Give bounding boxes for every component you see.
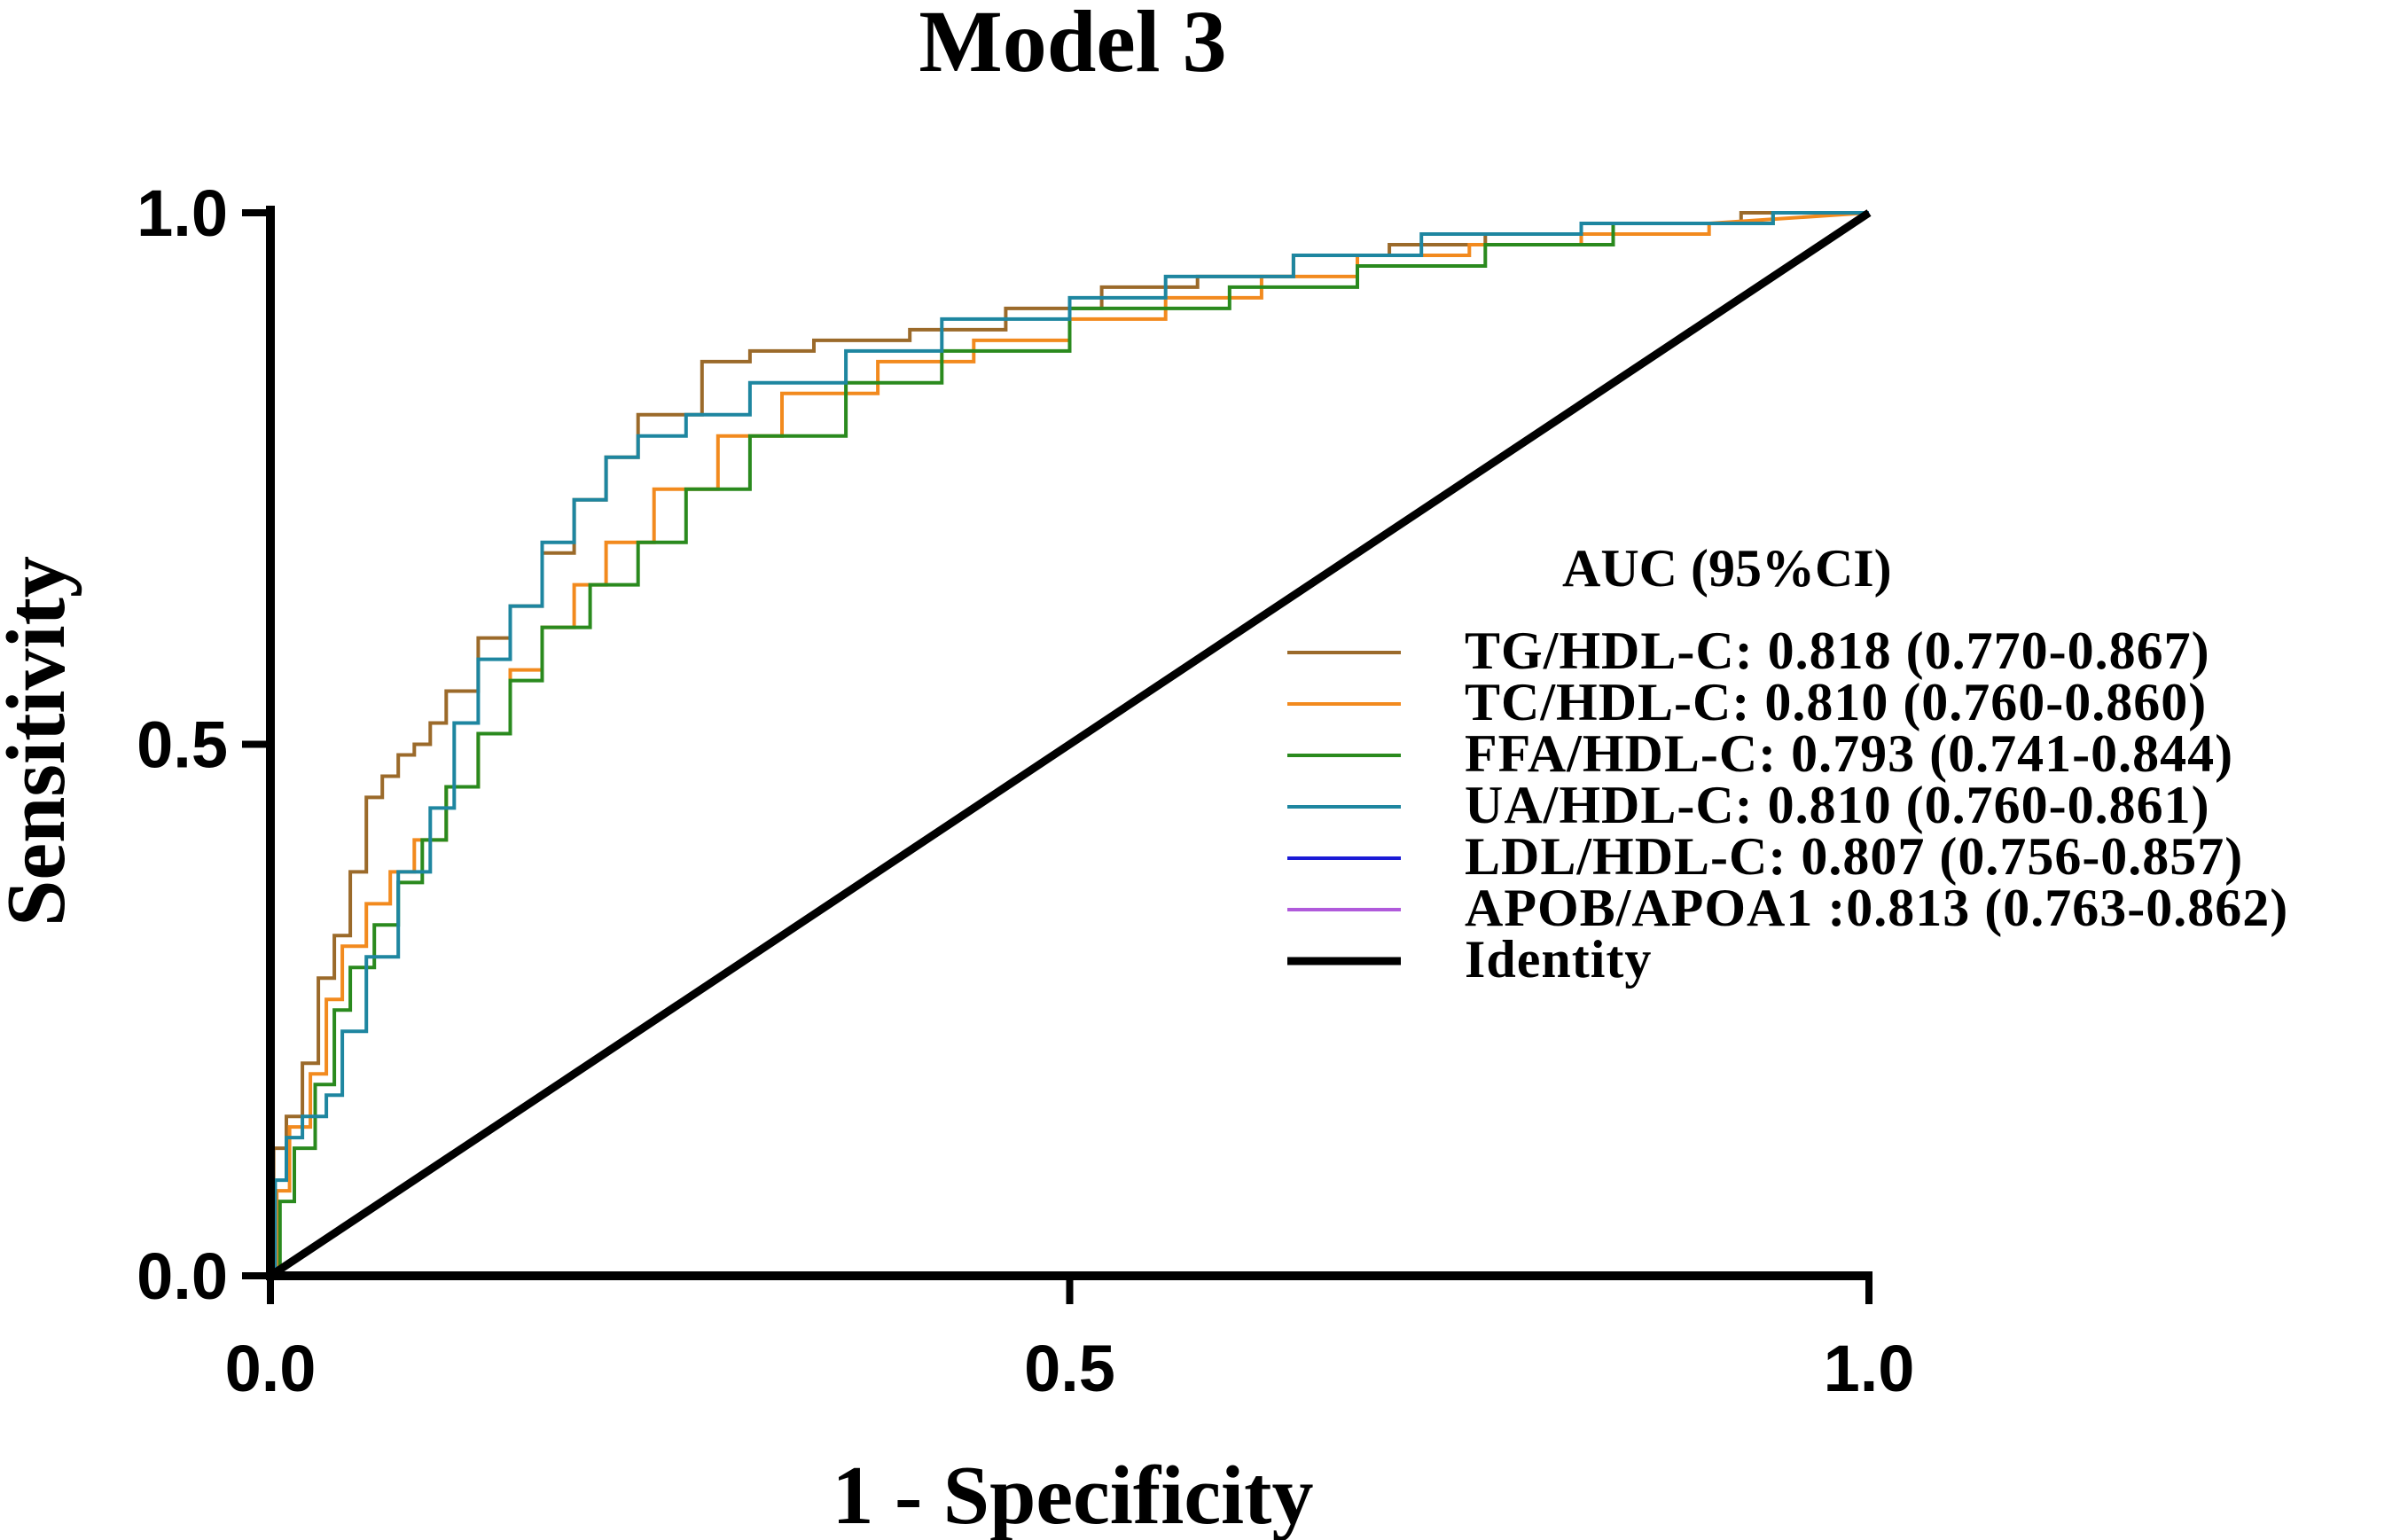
legend-label: FFA/HDL-C: 0.793 (0.741-0.844): [1465, 724, 2233, 783]
legend-entry-2: FFA/HDL-C: 0.793 (0.741-0.844): [1287, 724, 2233, 783]
series-line-6: [268, 209, 1872, 1279]
legend-label: UA/HDL-C: 0.810 (0.760-0.861): [1465, 776, 2210, 834]
y-tick-label: 0.5: [137, 708, 228, 782]
legend-entry-3: UA/HDL-C: 0.810 (0.760-0.861): [1287, 776, 2210, 834]
legend-entry-0: TG/HDL-C: 0.818 (0.770-0.867): [1287, 621, 2210, 680]
legend-entry-5: APOB/APOA1 :0.813 (0.763-0.862): [1287, 879, 2288, 937]
x-tick-label: 0.5: [1024, 1332, 1115, 1405]
legend-label: TG/HDL-C: 0.818 (0.770-0.867): [1465, 621, 2210, 680]
series-line-3: [270, 211, 1869, 1278]
x-axis-label: 1 - Specificity: [833, 1450, 1314, 1540]
legend-label: TC/HDL-C: 0.810 (0.760-0.860): [1465, 673, 2207, 731]
legend-label: APOB/APOA1 :0.813 (0.763-0.862): [1465, 879, 2288, 937]
x-tick-label: 0.0: [225, 1332, 317, 1405]
legend-title: AUC (95%CI): [1562, 539, 1892, 598]
chart-title: Model 3: [919, 0, 1226, 90]
series-line-2: [270, 211, 1869, 1278]
legend-entry-1: TC/HDL-C: 0.810 (0.760-0.860): [1287, 673, 2207, 731]
legend-entry-6: Identity: [1287, 930, 1652, 989]
y-tick-label: 0.0: [137, 1239, 228, 1313]
legend: TG/HDL-C: 0.818 (0.770-0.867)TC/HDL-C: 0…: [1287, 621, 2288, 989]
series-layer: [268, 209, 1872, 1279]
legend-label: LDL/HDL-C: 0.807 (0.756-0.857): [1465, 827, 2243, 886]
tick-layer: 0.0 0.5 1.0 0.0 0.5 1.0: [137, 176, 1914, 1405]
legend-label: Identity: [1465, 930, 1652, 989]
y-axis-label: Sensitivity: [0, 556, 82, 926]
y-tick-label: 1.0: [137, 176, 228, 250]
legend-entry-4: LDL/HDL-C: 0.807 (0.756-0.857): [1287, 827, 2243, 886]
x-tick-label: 1.0: [1824, 1332, 1915, 1405]
